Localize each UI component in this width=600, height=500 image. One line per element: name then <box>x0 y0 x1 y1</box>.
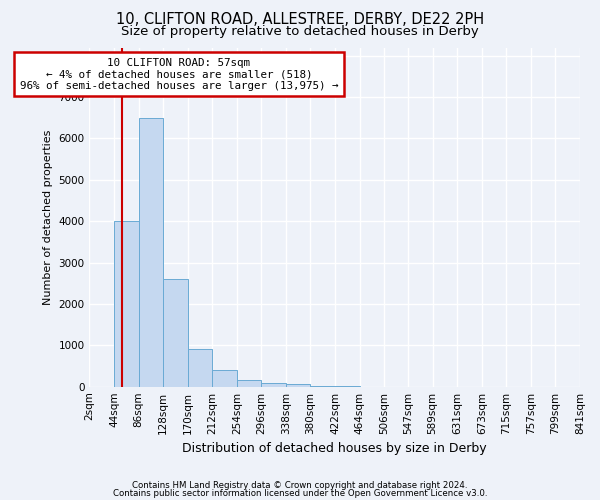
Bar <box>139 118 163 386</box>
Text: Contains public sector information licensed under the Open Government Licence v3: Contains public sector information licen… <box>113 488 487 498</box>
Bar <box>212 370 237 386</box>
Text: 10 CLIFTON ROAD: 57sqm
← 4% of detached houses are smaller (518)
96% of semi-det: 10 CLIFTON ROAD: 57sqm ← 4% of detached … <box>20 58 338 91</box>
Text: Contains HM Land Registry data © Crown copyright and database right 2024.: Contains HM Land Registry data © Crown c… <box>132 481 468 490</box>
Bar <box>188 350 212 387</box>
Bar <box>262 382 286 386</box>
Text: Size of property relative to detached houses in Derby: Size of property relative to detached ho… <box>121 25 479 38</box>
X-axis label: Distribution of detached houses by size in Derby: Distribution of detached houses by size … <box>182 442 487 455</box>
Y-axis label: Number of detached properties: Number of detached properties <box>43 130 53 305</box>
Bar <box>286 384 310 386</box>
Bar <box>114 221 139 386</box>
Bar <box>163 279 188 386</box>
Bar <box>237 380 262 386</box>
Text: 10, CLIFTON ROAD, ALLESTREE, DERBY, DE22 2PH: 10, CLIFTON ROAD, ALLESTREE, DERBY, DE22… <box>116 12 484 28</box>
